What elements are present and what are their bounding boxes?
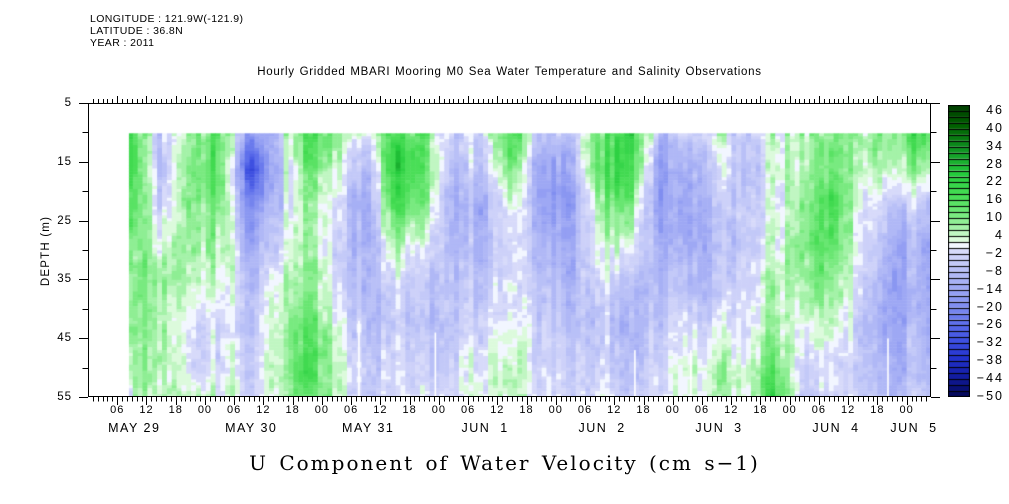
latitude-label: LATITUDE : 36.8N — [90, 25, 184, 37]
x-hour-tick-label: 00 — [782, 404, 797, 416]
x-hour-tick-label: 18 — [519, 404, 534, 416]
x-hour-tick-label: 06 — [227, 404, 242, 416]
colorbar-tick-label: 22 — [986, 174, 1004, 189]
x-date-label: JUN 5 — [890, 421, 938, 435]
y-tick-label: 35 — [57, 273, 72, 286]
x-hour-tick-label: 06 — [811, 404, 827, 416]
x-date-label: MAY 30 — [225, 421, 278, 435]
x-hour-tick-label: 12 — [256, 404, 271, 416]
x-hour-tick-label: 12 — [724, 404, 739, 416]
x-hour-tick-label: 12 — [373, 404, 388, 416]
colorbar-tick-label: 34 — [986, 138, 1004, 153]
x-hour-tick-label: 06 — [110, 404, 125, 416]
colorbar-tick-label: −32 — [976, 335, 1004, 350]
x-date-label: JUN 3 — [695, 421, 743, 435]
header-metadata: LONGITUDE : 121.9W(-121.9) LATITUDE : 36… — [90, 13, 243, 49]
x-hour-tick-label: 12 — [490, 404, 505, 416]
x-hour-tick-label: 18 — [870, 404, 885, 416]
x-hour-tick-label: 00 — [431, 404, 446, 416]
x-hour-tick-label: 00 — [899, 404, 914, 416]
colorbar-tick-label: −20 — [976, 299, 1004, 314]
y-tick-label: 25 — [57, 214, 72, 227]
x-hour-tick-label: 00 — [548, 404, 563, 416]
colorbar-tick-label: 16 — [986, 192, 1004, 207]
x-hour-tick-label: 18 — [753, 404, 768, 416]
x-hour-tick-label: 12 — [607, 404, 622, 416]
x-hour-tick-label: 12 — [139, 404, 154, 416]
colorbar-canvas — [948, 105, 970, 397]
colorbar-tick-label: −50 — [976, 389, 1004, 403]
x-hour-tick-label: 00 — [197, 404, 213, 416]
x-hour-tick-label: 00 — [314, 404, 330, 416]
x-hour-tick-label: 00 — [665, 404, 680, 416]
heatmap-canvas — [89, 104, 931, 397]
colorbar-tick-label: 46 — [986, 102, 1004, 117]
x-axis-title: U Component of Water Velocity (cm s−1) — [249, 451, 760, 475]
x-hour-tick-label: 18 — [168, 404, 183, 416]
x-date-label: JUN 1 — [461, 421, 509, 435]
x-hour-tick-label: 06 — [694, 404, 710, 416]
y-tick-label: 55 — [57, 391, 72, 403]
colorbar-tick-label: −38 — [976, 353, 1004, 368]
colorbar-tick-label: −8 — [985, 263, 1004, 278]
colorbar-tick-label: −26 — [976, 317, 1004, 332]
x-hour-tick-label: 06 — [577, 404, 593, 416]
y-tick-label: 45 — [57, 332, 72, 345]
x-hour-tick-label: 12 — [841, 404, 856, 416]
y-axis-title: DEPTH (m) — [40, 215, 52, 287]
colorbar-tick-label: 10 — [986, 210, 1004, 225]
y-tick-label: 5 — [64, 97, 72, 109]
colorbar-tick-label: −2 — [985, 245, 1004, 260]
colorbar-tick-label: −44 — [976, 371, 1004, 386]
y-tick-label: 15 — [57, 155, 72, 168]
x-hour-tick-label: 18 — [285, 404, 300, 416]
colorbar-tick-label: 4 — [995, 228, 1004, 243]
colorbar-tick-label: 40 — [986, 120, 1004, 135]
plot-title: Hourly Gridded MBARI Mooring M0 Sea Wate… — [257, 66, 762, 78]
x-date-label: JUN 4 — [812, 421, 860, 435]
x-hour-tick-label: 18 — [402, 404, 417, 416]
x-hour-tick-label: 06 — [344, 404, 359, 416]
x-date-label: MAY 29 — [108, 421, 161, 435]
x-date-label: JUN 2 — [578, 421, 626, 435]
x-hour-tick-label: 06 — [460, 404, 476, 416]
year-label: YEAR : 2011 — [90, 37, 155, 49]
colorbar-tick-label: 28 — [986, 156, 1004, 171]
x-date-label: MAY 31 — [342, 421, 395, 435]
x-hour-tick-label: 18 — [636, 404, 651, 416]
longitude-label: LONGITUDE : 121.9W(-121.9) — [90, 13, 244, 25]
colorbar-tick-label: −14 — [976, 281, 1004, 296]
